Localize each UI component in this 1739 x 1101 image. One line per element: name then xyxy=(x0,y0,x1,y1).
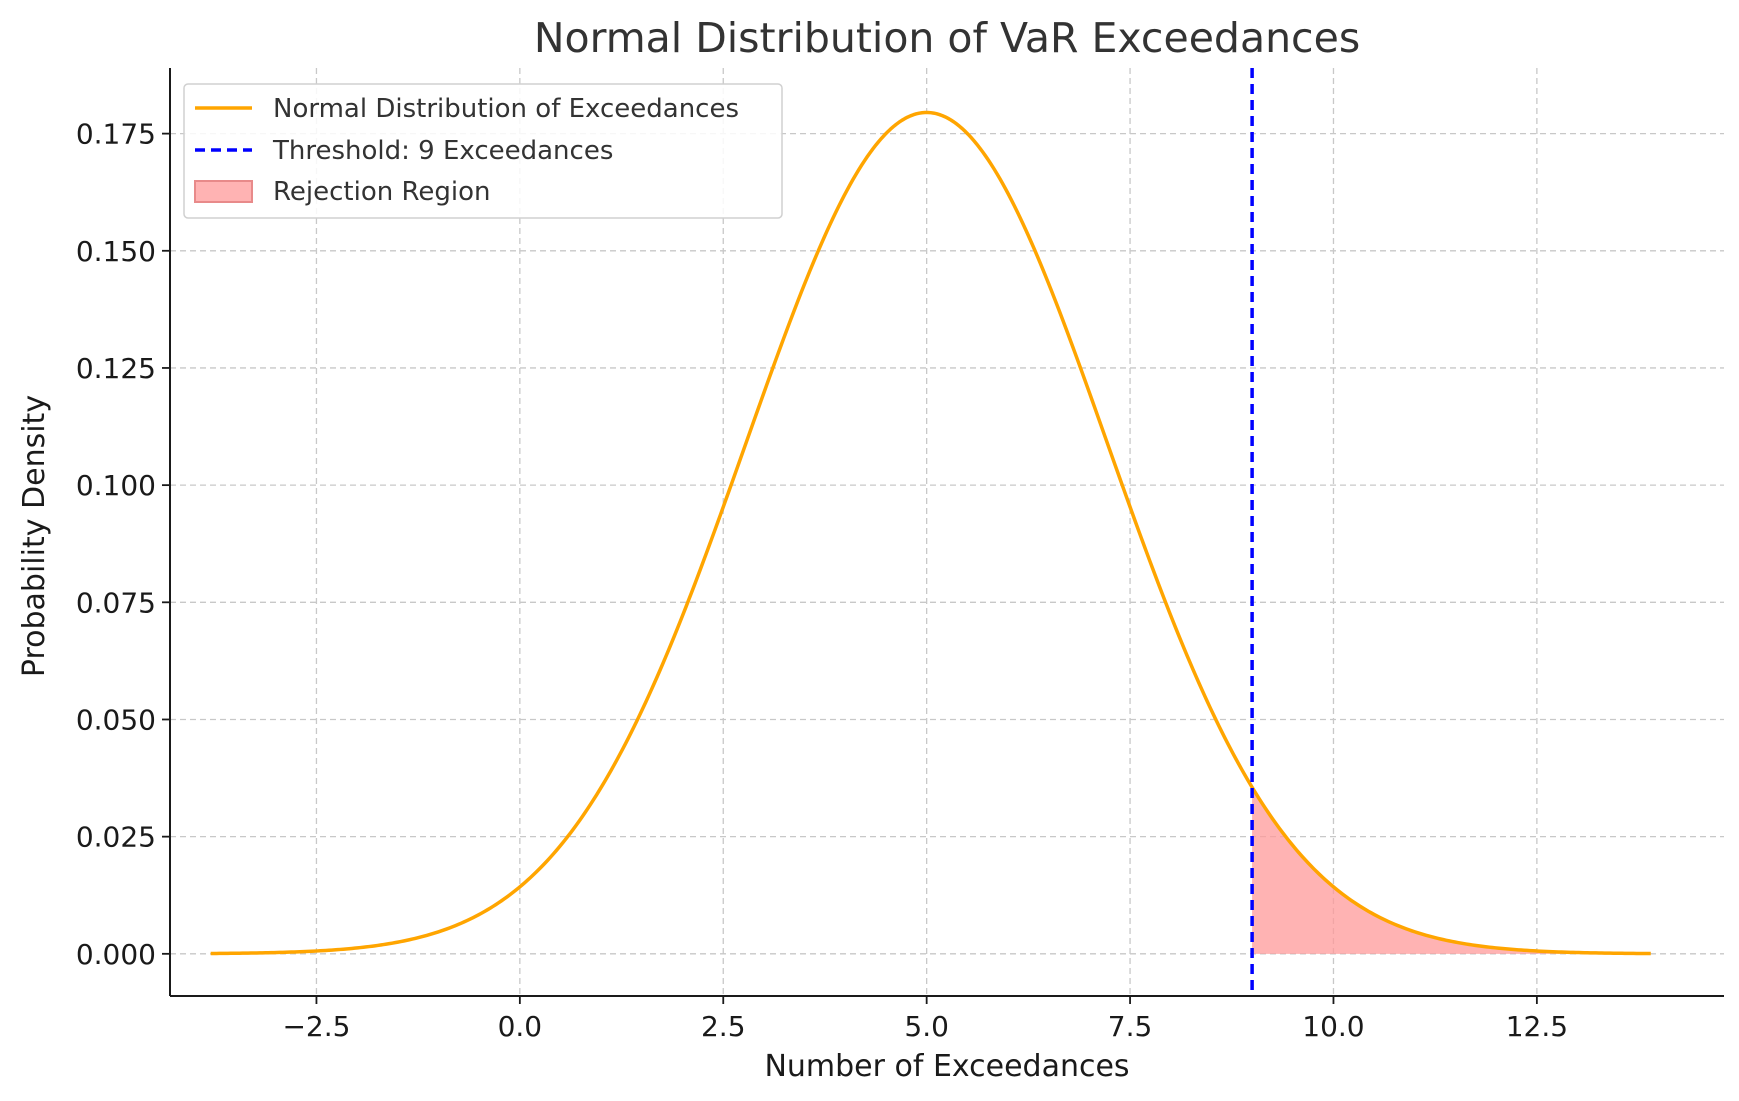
x-tick-label: −2.5 xyxy=(282,1010,350,1043)
x-axis-ticks: −2.5 0.0 2.5 5.0 7.5 10.0 12.5 xyxy=(282,996,1568,1043)
x-tick-label: 10.0 xyxy=(1302,1010,1364,1043)
y-axis-ticks: 0.000 0.025 0.050 0.075 0.100 0.125 0.150 0.175 xyxy=(76,118,170,971)
x-tick-label: 5.0 xyxy=(904,1010,949,1043)
normal-distribution-curve xyxy=(210,110,1651,956)
chart-title: Normal Distribution of VaR Exceedances xyxy=(534,14,1360,62)
rejection-region-fill xyxy=(1252,787,1651,954)
grid xyxy=(170,68,1724,996)
legend-label-rejection-region: Rejection Region xyxy=(273,177,490,207)
y-tick-label: 0.125 xyxy=(76,352,156,385)
legend-label-threshold: Threshold: 9 Exceedances xyxy=(272,136,613,166)
y-tick-label: 0.100 xyxy=(76,469,156,502)
legend: Normal Distribution of Exceedances Thres… xyxy=(183,83,783,219)
x-tick-label: 0.0 xyxy=(498,1010,543,1043)
y-tick-label: 0.050 xyxy=(76,703,156,736)
y-axis-label: Probability Density xyxy=(17,395,52,677)
fill-layer xyxy=(1252,787,1651,954)
x-axis-label: Number of Exceedances xyxy=(764,1049,1129,1084)
y-tick-label: 0.175 xyxy=(76,118,156,151)
x-tick-label: 7.5 xyxy=(1108,1010,1153,1043)
x-tick-label: 2.5 xyxy=(701,1010,746,1043)
y-tick-label: 0.000 xyxy=(76,938,156,971)
y-tick-label: 0.025 xyxy=(76,821,156,854)
legend-box xyxy=(183,83,783,219)
legend-swatch-rejection-region xyxy=(194,180,253,203)
line-layer xyxy=(210,68,1651,996)
y-tick-label: 0.150 xyxy=(76,235,156,268)
legend-label-normal-distribution: Normal Distribution of Exceedances xyxy=(273,94,739,124)
y-tick-label: 0.075 xyxy=(76,586,156,619)
x-tick-label: 12.5 xyxy=(1506,1010,1568,1043)
